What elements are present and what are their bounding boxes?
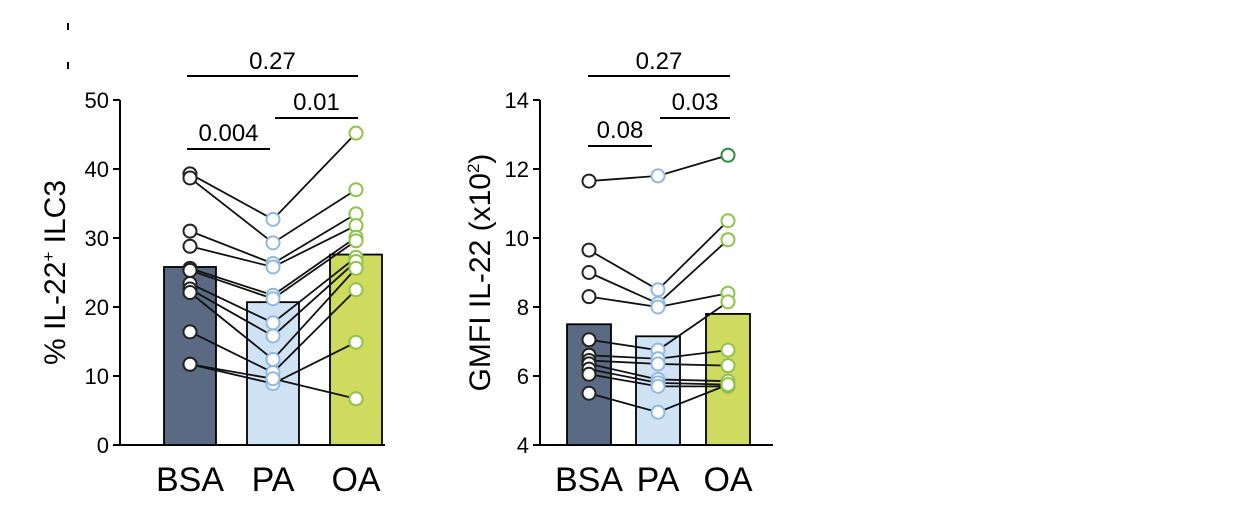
y-tick-label: 0 [97, 433, 109, 458]
data-point-bsa [182, 170, 198, 186]
data-point-bsa [182, 324, 198, 340]
data-point-bsa [581, 289, 597, 305]
data-point-pa [265, 371, 281, 387]
y-tick-label: 14 [505, 88, 529, 113]
data-point-bsa [581, 332, 597, 348]
y-tick-label: 8 [517, 295, 529, 320]
data-point-pa [265, 235, 281, 251]
y-axis-label-tail: ) [464, 154, 497, 164]
data-point-pa [265, 315, 281, 331]
pvalue-label: 0.08 [597, 117, 644, 144]
x-category-label: BSA [555, 461, 623, 499]
pvalue-label: 0.27 [249, 48, 296, 75]
data-point-oa [720, 294, 736, 310]
y-axis-label-main: GMFI IL-22 (x10 [464, 173, 497, 391]
data-point-pa [265, 351, 281, 367]
data-point-pa [265, 211, 281, 227]
y-axis-label: % IL-22+ ILC3 [39, 180, 72, 365]
data-point-pa [265, 259, 281, 275]
y-tick-label: 6 [517, 364, 529, 389]
y-tick-label: 50 [85, 88, 109, 113]
y-axis-label: GMFI IL-22 (x102) [464, 154, 497, 392]
data-point-oa [720, 377, 736, 393]
pvalue-label: 0.01 [293, 89, 340, 116]
data-point-bsa [182, 285, 198, 301]
data-point-oa [348, 260, 364, 276]
data-point-oa [720, 232, 736, 248]
y-tick-label: 10 [505, 226, 529, 251]
pvalue-label: 0.03 [672, 89, 719, 116]
data-point-oa [348, 334, 364, 350]
y-axis-label-main: % IL-22 [39, 262, 72, 365]
pvalue-label: 0.27 [636, 48, 683, 75]
y-tick-label: 30 [85, 226, 109, 251]
x-category-label: PA [252, 461, 295, 499]
y-tick-label: 40 [85, 157, 109, 182]
data-point-oa [720, 147, 736, 163]
data-point-oa [348, 282, 364, 298]
data-point-pa [650, 378, 666, 394]
y-axis-label-superscript: + [39, 252, 58, 262]
data-point-oa [348, 233, 364, 249]
data-point-oa [348, 182, 364, 198]
x-category-label: PA [637, 461, 680, 499]
pvalue-label: 0.004 [198, 120, 258, 147]
data-point-oa [720, 213, 736, 229]
data-point-bsa [182, 262, 198, 278]
data-point-bsa [182, 356, 198, 372]
data-point-bsa [581, 366, 597, 382]
data-point-pa [650, 168, 666, 184]
data-point-oa [348, 391, 364, 407]
y-tick-label: 12 [505, 157, 529, 182]
chart-panel-2: 4 6 8 10 12 14 GMFI IL-22 (x102) BSA PA OA 0.27 0.0… [464, 48, 773, 499]
data-point-bsa [182, 223, 198, 239]
y-axis-label-tail: ILC3 [39, 180, 72, 252]
data-point-bsa [581, 173, 597, 189]
data-point-pa [650, 356, 666, 372]
chart-panel-1: 0 10 20 30 40 50 % IL-22+ ILC3 BSA PA OA 0.27 0.01 0… [39, 48, 385, 499]
data-point-oa [720, 342, 736, 358]
data-point-pa [650, 282, 666, 298]
data-point-bsa [581, 385, 597, 401]
data-point-oa [720, 358, 736, 374]
paired-line [588, 220, 729, 291]
y-tick-label: 20 [85, 295, 109, 320]
data-point-bsa [182, 238, 198, 254]
data-point-oa [348, 125, 364, 141]
data-point-pa [650, 299, 666, 315]
y-axis-label-superscript: 2 [464, 164, 483, 173]
data-point-pa [650, 404, 666, 420]
data-point-bsa [581, 242, 597, 258]
y-tick-label: 10 [85, 364, 109, 389]
data-point-pa [265, 291, 281, 307]
x-category-label: BSA [156, 461, 224, 499]
x-category-label: OA [703, 461, 752, 499]
data-point-pa [265, 328, 281, 344]
y-tick-label: 4 [517, 433, 529, 458]
data-point-bsa [581, 265, 597, 280]
x-category-label: OA [331, 461, 380, 499]
